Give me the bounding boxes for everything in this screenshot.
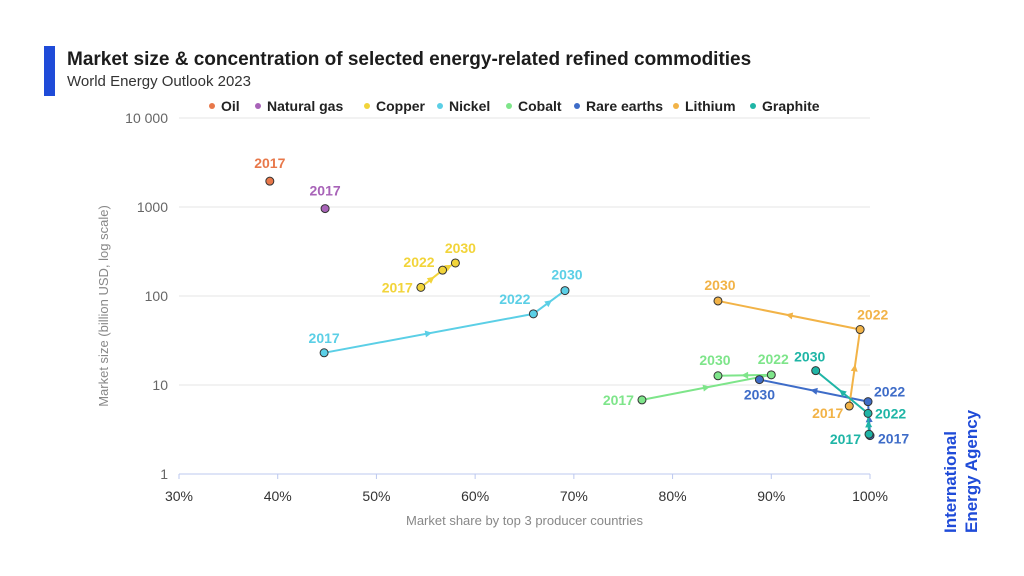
data-label: 2022: [403, 254, 434, 270]
legend-marker: [506, 103, 512, 109]
data-label: 2017: [309, 330, 340, 346]
x-tick-label: 50%: [362, 488, 390, 504]
data-point: [766, 370, 776, 380]
legend-marker: [437, 103, 443, 109]
x-axis-title: Market share by top 3 producer countries: [406, 513, 644, 528]
legend-marker: [364, 103, 370, 109]
data-point: [637, 395, 647, 405]
y-tick-label: 10 000: [125, 110, 168, 126]
legend-marker: [209, 103, 215, 109]
direction-arrow: [444, 264, 453, 272]
x-tick-label: 70%: [560, 488, 588, 504]
legend-label: Natural gas: [267, 98, 343, 114]
x-tick-label: 30%: [165, 488, 193, 504]
direction-arrow: [865, 420, 873, 428]
data-point: [438, 265, 448, 275]
y-tick-label: 10: [152, 377, 168, 393]
data-point: [811, 366, 821, 376]
direction-arrow: [785, 312, 794, 320]
data-point: [713, 371, 723, 381]
direction-arrow: [426, 276, 435, 284]
chart-title: Market size & concentration of selected …: [67, 49, 752, 70]
legend-label: Rare earths: [586, 98, 663, 114]
legend-label: Copper: [376, 98, 426, 114]
data-label: 2022: [857, 307, 888, 323]
data-label: 2017: [812, 405, 843, 421]
brand-line-1: International: [941, 431, 960, 533]
data-point: [863, 397, 873, 407]
data-label: 2017: [382, 279, 413, 295]
chart-subtitle: World Energy Outlook 2023: [67, 73, 251, 90]
data-label: 2030: [551, 267, 582, 283]
direction-arrow: [810, 387, 818, 395]
data-point: [319, 348, 329, 358]
data-point: [528, 309, 538, 319]
data-label: 2030: [794, 349, 825, 365]
title-accent-bar: [44, 46, 55, 96]
data-label: 2030: [445, 240, 476, 256]
legend-marker: [255, 103, 261, 109]
data-point: [560, 286, 570, 296]
legend-label: Graphite: [762, 98, 820, 114]
data-point: [416, 282, 426, 292]
legend-label: Lithium: [685, 98, 736, 114]
direction-arrow: [544, 300, 552, 308]
data-point: [450, 258, 460, 268]
y-tick-label: 1000: [137, 199, 168, 215]
direction-arrow: [839, 389, 847, 397]
x-tick-label: 90%: [757, 488, 785, 504]
y-tick-label: 1: [160, 466, 168, 482]
x-tick-label: 60%: [461, 488, 489, 504]
data-point: [713, 296, 723, 306]
data-label: 2017: [254, 155, 285, 171]
data-label: 2017: [603, 392, 634, 408]
data-label: 2022: [875, 405, 906, 421]
y-tick-label: 100: [145, 288, 169, 304]
data-point: [844, 401, 854, 411]
data-point: [863, 408, 873, 418]
legend-marker: [750, 103, 756, 109]
data-point: [864, 429, 874, 439]
data-point: [265, 176, 275, 186]
legend-label: Oil: [221, 98, 240, 114]
y-axis-title: Market size (billion USD, log scale): [96, 205, 111, 407]
data-label: 2030: [744, 387, 775, 403]
brand-line-2: Energy Agency: [962, 409, 981, 533]
direction-arrow: [741, 371, 749, 379]
direction-arrow: [850, 364, 858, 372]
data-label: 2030: [704, 277, 735, 293]
data-label: 2022: [874, 384, 905, 400]
data-label: 2017: [310, 183, 341, 199]
data-point: [320, 204, 330, 214]
data-label: 2022: [758, 351, 789, 367]
x-tick-label: 80%: [659, 488, 687, 504]
data-point: [754, 375, 764, 385]
legend-label: Nickel: [449, 98, 490, 114]
data-label: 2017: [830, 431, 861, 447]
data-point: [855, 325, 865, 335]
x-tick-label: 100%: [852, 488, 888, 504]
direction-arrow: [424, 330, 433, 338]
data-label: 2022: [499, 291, 530, 307]
legend-marker: [574, 103, 580, 109]
legend-marker: [673, 103, 679, 109]
data-label: 2030: [699, 352, 730, 368]
x-tick-label: 40%: [264, 488, 292, 504]
data-label: 2017: [878, 431, 909, 447]
iea-logo: International Energy Agency: [938, 386, 984, 536]
direction-arrow: [702, 384, 711, 392]
legend-label: Cobalt: [518, 98, 562, 114]
